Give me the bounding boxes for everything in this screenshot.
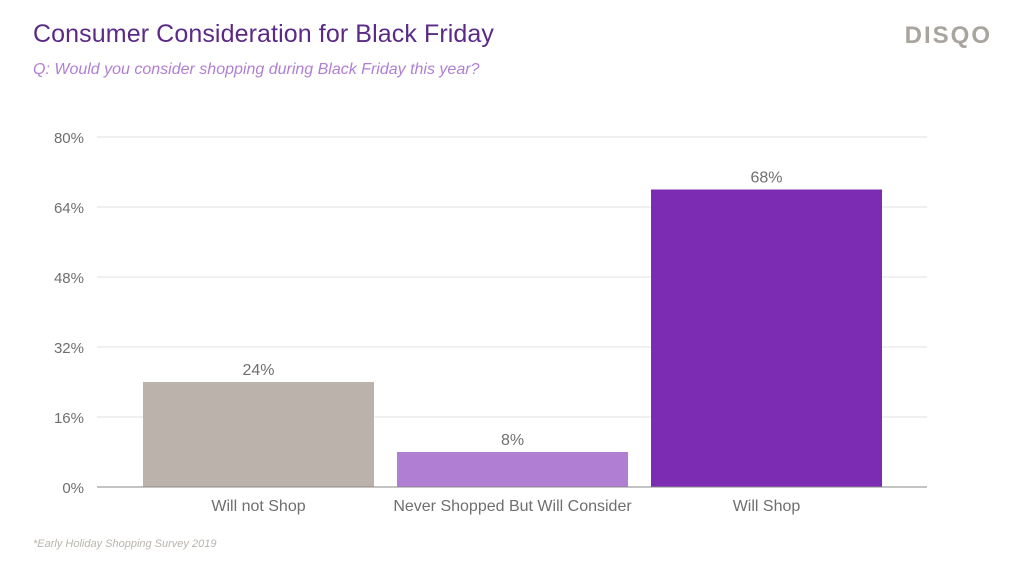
x-category-label: Will not Shop	[211, 498, 305, 515]
y-tick-label: 32%	[54, 340, 84, 357]
chart-title: Consumer Consideration for Black Friday	[33, 20, 495, 48]
data-label: 8%	[501, 432, 524, 449]
footnote: *Early Holiday Shopping Survey 2019	[33, 538, 217, 550]
x-category-label: Never Shopped But Will Consider	[393, 498, 632, 515]
y-tick-label: 80%	[54, 130, 84, 147]
data-label: 24%	[242, 362, 274, 379]
x-category-label: Will Shop	[733, 498, 801, 515]
data-label: 68%	[750, 170, 782, 187]
y-tick-label: 16%	[54, 410, 84, 427]
bar	[397, 452, 628, 487]
y-tick-label: 0%	[62, 480, 84, 497]
y-tick-label: 48%	[54, 270, 84, 287]
chart-subtitle: Q: Would you consider shopping during Bl…	[33, 61, 480, 78]
disqo-logo: DISQO	[904, 22, 992, 49]
bar	[651, 189, 882, 487]
y-tick-label: 64%	[54, 200, 84, 217]
bar	[143, 382, 374, 487]
